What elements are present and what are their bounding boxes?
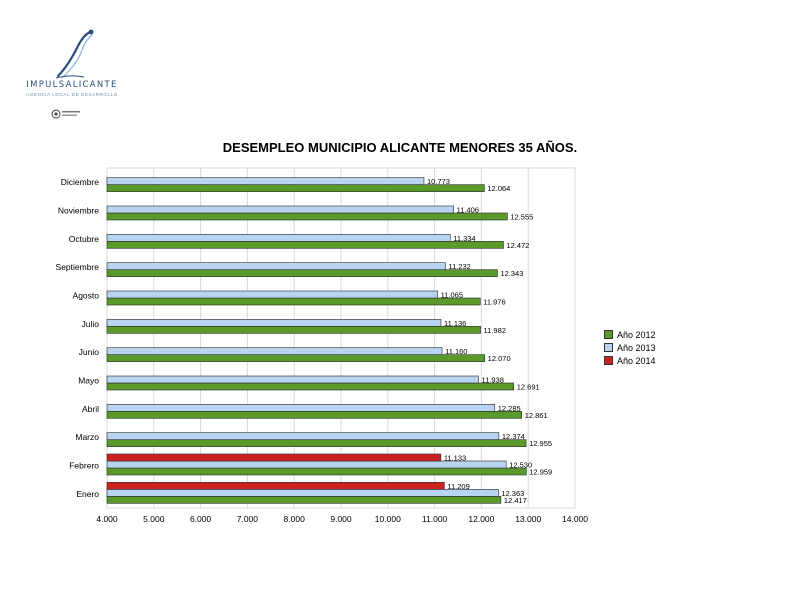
bar-y2013	[106, 205, 454, 214]
data-label-y2013: 11.334	[453, 234, 475, 243]
legend: Año 2012 Año 2013 Año 2014	[604, 328, 656, 367]
data-label-y2013: 10.773	[427, 177, 450, 186]
impulsalicante-logo: IMPULSALICANTE AGENCIA LOCAL DE DESARROL…	[22, 28, 122, 120]
data-label-y2013: 12.363	[501, 489, 524, 498]
data-label-y2012: 11.976	[483, 298, 505, 307]
logo-name: IMPULSALICANTE	[26, 80, 118, 90]
bar-y2013	[106, 375, 479, 384]
category-label: Septiembre	[56, 262, 100, 272]
data-labels: 12.064 10.773 12.555 11.406 12.472 11.334 12.3…	[427, 177, 552, 505]
data-label-y2013: 11.938	[481, 376, 503, 385]
bar-y2012	[106, 354, 485, 362]
bar-y2012	[106, 241, 504, 249]
chart-title: DESEMPLEO MUNICIPIO ALICANTE MENORES 35 …	[222, 140, 578, 155]
legend-item-2013: Año 2013	[604, 341, 656, 354]
data-label-y2014: 11.133	[444, 454, 466, 463]
x-tick-label: 5.000	[143, 514, 165, 524]
bar-y2013	[106, 432, 500, 440]
x-tick-label: 4.000	[96, 514, 118, 524]
category-label: Diciembre	[61, 177, 100, 187]
category-label: Marzo	[75, 432, 99, 442]
bar-y2013	[106, 177, 425, 185]
bar-y2013	[106, 319, 442, 327]
category-label: Enero	[76, 489, 99, 499]
data-label-y2012: 12.691	[517, 383, 540, 392]
x-tick-label: 13.000	[515, 514, 541, 524]
data-label-y2012: 12.070	[488, 354, 511, 363]
data-label-y2012: 12.955	[529, 439, 552, 448]
category-label: Agosto	[73, 291, 100, 301]
bar-y2012	[106, 297, 481, 306]
category-label: Octubre	[69, 234, 100, 244]
category-label: Febrero	[69, 461, 99, 471]
category-label: Noviembre	[58, 206, 99, 216]
data-label-y2013: 12.530	[509, 461, 532, 470]
legend-swatch-2014	[604, 356, 613, 365]
x-axis: 4.000 5.000 6.000 7.000 8.000 9.000 10.000 11.0…	[96, 514, 588, 524]
data-label-y2012: 12.555	[510, 213, 533, 222]
data-label-y2012: 12.472	[506, 241, 529, 250]
bar-y2012	[106, 326, 481, 334]
bar-y2012	[106, 411, 522, 419]
bars	[106, 177, 527, 504]
legend-swatch-2012	[604, 330, 613, 339]
data-label-y2012: 12.343	[500, 269, 523, 278]
bar-y2013	[106, 290, 438, 299]
data-label-y2013: 12.374	[502, 432, 525, 441]
bar-y2012	[106, 496, 502, 504]
bar-y2013	[106, 234, 451, 242]
legend-label-2013: Año 2013	[617, 342, 656, 353]
logo-tagline: AGENCIA LOCAL DE DESARROLLO	[26, 92, 118, 97]
category-labels: Diciembre Noviembre Octubre Septiembre Agost…	[56, 177, 100, 499]
bar-y2012	[106, 269, 498, 277]
data-label-y2012: 12.959	[529, 468, 552, 477]
data-label-y2014: 11.209	[447, 482, 469, 491]
city-seal-icon	[51, 109, 80, 119]
grid-lines	[106, 167, 576, 509]
x-tick-label: 10.000	[375, 514, 401, 524]
x-tick-label: 6.000	[190, 514, 212, 524]
legend-label-2014: Año 2014	[617, 355, 656, 366]
data-label-y2012: 12.064	[487, 184, 510, 193]
x-tick-label: 7.000	[237, 514, 259, 524]
data-label-y2013: 11.065	[441, 291, 463, 300]
x-tick-label: 14.000	[562, 514, 588, 524]
x-tick-label: 12.000	[468, 514, 494, 524]
bar-y2013	[106, 489, 499, 497]
bar-y2014	[106, 453, 442, 462]
category-label: Junio	[79, 347, 100, 357]
data-label-y2012: 12.417	[504, 496, 527, 505]
bar-y2013	[106, 404, 496, 412]
legend-label-2012: Año 2012	[617, 329, 656, 340]
data-label-y2012: 12.861	[525, 411, 548, 420]
category-label: Abril	[82, 404, 99, 414]
x-tick-label: 9.000	[330, 514, 352, 524]
data-label-y2013: 11.406	[457, 206, 479, 215]
data-label-y2013: 11.232	[448, 262, 470, 271]
swimmer-logo-icon	[55, 29, 94, 79]
data-label-y2013: 11.160	[445, 347, 467, 356]
bar-y2012	[106, 467, 527, 476]
bar-y2014	[106, 482, 445, 490]
data-label-y2013: 11.136	[444, 319, 466, 328]
bar-y2013	[106, 262, 446, 270]
bar-y2012	[106, 212, 508, 221]
bar-y2012	[106, 439, 527, 447]
category-label: Mayo	[78, 376, 99, 386]
bar-y2013	[106, 347, 443, 355]
legend-item-2012: Año 2012	[604, 328, 656, 341]
data-label-y2013: 12.285	[498, 404, 521, 413]
data-label-y2012: 11.982	[484, 326, 506, 335]
legend-item-2014: Año 2014	[604, 354, 656, 367]
x-tick-label: 8.000	[284, 514, 306, 524]
bar-y2012	[106, 382, 515, 391]
category-label: Julio	[82, 319, 100, 329]
x-tick-label: 11.000	[422, 514, 448, 524]
legend-swatch-2013	[604, 343, 613, 352]
